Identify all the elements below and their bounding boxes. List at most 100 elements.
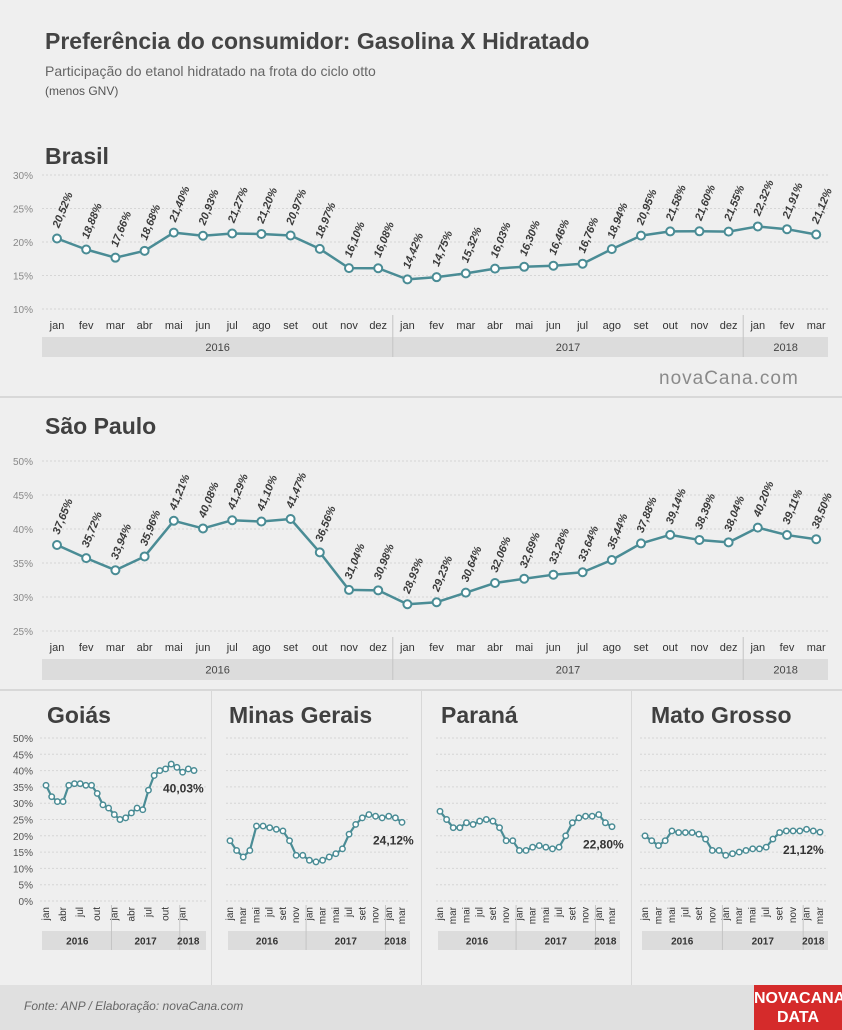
- sao-paulo-data-label: 30,98%: [372, 542, 397, 581]
- minas-gerais-month-label: set: [357, 907, 368, 921]
- brasil-point: [285, 230, 296, 241]
- parana-year-label: 2016: [466, 937, 489, 948]
- goias-ytick: 15%: [13, 848, 33, 859]
- sao-paulo-point: [227, 515, 238, 526]
- goias-ytick: 50%: [13, 734, 33, 745]
- parana-year-label: 2018: [594, 937, 617, 948]
- goias-point: [93, 789, 101, 797]
- minas-gerais-year-label: 2018: [384, 937, 407, 948]
- brasil-point: [694, 226, 705, 237]
- parana-point: [502, 837, 510, 845]
- mato-grosso-point: [809, 827, 817, 835]
- goias-point: [156, 767, 164, 775]
- divider-sp-states: [0, 689, 842, 691]
- parana-point: [529, 843, 537, 851]
- parana-point: [469, 820, 477, 828]
- sao-paulo-data-label: 35,96%: [138, 508, 163, 547]
- mato-grosso-month-label: set: [775, 907, 786, 921]
- minas-gerais-month-label: jan: [304, 907, 315, 921]
- brasil-data-label: 18,97%: [313, 201, 338, 240]
- sao-paulo-data-label: 33,64%: [576, 524, 601, 563]
- parana-point: [515, 847, 523, 854]
- minas-gerais-month-label: set: [278, 907, 289, 921]
- sao-paulo-data-label: 32,69%: [518, 531, 543, 570]
- brasil-month-label: out: [312, 320, 327, 332]
- goias-ytick: 40%: [13, 767, 33, 778]
- parana-month-label: jul: [554, 907, 565, 918]
- sao-paulo-month-label: out: [663, 642, 678, 654]
- sao-paulo-point: [256, 516, 267, 527]
- brasil-data-label: 21,40%: [167, 184, 193, 224]
- minas-gerais-point: [332, 850, 340, 858]
- goias-point: [116, 816, 124, 823]
- goias-point: [76, 780, 84, 788]
- goias-ytick: 35%: [13, 783, 33, 794]
- sao-paulo-data-label: 38,04%: [722, 494, 747, 533]
- sao-paulo-month-label: mar: [807, 642, 826, 654]
- sao-paulo-month-label: mai: [165, 642, 183, 654]
- goias-point: [167, 760, 175, 768]
- brasil-point: [314, 243, 325, 254]
- minas-gerais-month-label: jan: [384, 907, 395, 921]
- minas-gerais-month-label: nov: [371, 907, 382, 923]
- minas-gerais-month-label: mar: [318, 906, 329, 924]
- parana-year-band: [438, 931, 620, 950]
- minas-gerais-point: [259, 822, 267, 830]
- sao-paulo-month-label: ago: [603, 642, 621, 654]
- page-note: (menos GNV): [45, 84, 119, 98]
- sao-paulo-data-label: 41,29%: [225, 472, 251, 512]
- mato-grosso-month-label: mar: [734, 906, 745, 924]
- sao-paulo-point: [52, 539, 62, 550]
- brasil-point: [344, 263, 354, 274]
- brasil-point: [139, 245, 150, 256]
- sao-paulo-month-label: jul: [226, 642, 238, 654]
- minas-gerais-point: [391, 814, 399, 822]
- sao-paulo-point: [285, 514, 296, 525]
- sao-paulo-month-label: jan: [399, 642, 415, 654]
- brasil-data-label: 14,42%: [401, 231, 426, 270]
- brasil-month-label: abr: [487, 320, 503, 332]
- minas-gerais-month-label: nov: [291, 907, 302, 923]
- parana-point: [542, 843, 550, 851]
- brasil-data-label: 14,75%: [430, 229, 455, 268]
- minas-gerais-point: [305, 856, 313, 864]
- goias-year-band: [42, 931, 206, 950]
- parana-point: [482, 816, 490, 823]
- parana-point: [588, 812, 596, 820]
- sao-paulo-point: [402, 599, 413, 610]
- brasil-title: Brasil: [45, 143, 109, 169]
- brasil-data-label: 20,93%: [196, 188, 222, 228]
- brasil-point: [490, 263, 500, 274]
- goias-ytick: 10%: [13, 864, 33, 875]
- minas-gerais-title: Minas Gerais: [229, 702, 373, 728]
- goias-point: [65, 781, 73, 789]
- brasil-point: [431, 272, 442, 283]
- minas-gerais-point: [319, 856, 327, 864]
- parana-point: [608, 823, 616, 831]
- mato-grosso-year-band: [642, 931, 828, 950]
- brasil-ytick: 25%: [13, 205, 33, 216]
- brasil-ytick: 20%: [13, 238, 33, 249]
- brasil-data-label: 20,52%: [50, 190, 76, 230]
- sao-paulo-month-label: jan: [749, 642, 765, 654]
- parana-title: Paraná: [441, 702, 518, 728]
- mato-grosso-point: [641, 832, 649, 840]
- brasil-point: [519, 261, 530, 272]
- brasil-data-label: 20,95%: [634, 187, 660, 227]
- mato-grosso-month-label: jan: [721, 907, 732, 921]
- brasil-month-label: abr: [137, 320, 153, 332]
- brasil-point: [548, 260, 559, 271]
- sao-paulo-month-label: nov: [691, 642, 709, 654]
- parana-month-label: mai: [461, 907, 472, 923]
- parana-month-label: set: [567, 907, 578, 921]
- sao-paulo-data-label: 36,56%: [313, 504, 338, 543]
- mato-grosso-point: [661, 837, 669, 845]
- sao-paulo-data-label: 38,50%: [810, 491, 835, 530]
- goias-month-label: out: [92, 907, 103, 921]
- parana-month-label: jan: [435, 907, 446, 921]
- source-note: Fonte: ANP / Elaboração: novaCana.com: [24, 999, 244, 1013]
- goias-ytick: 30%: [13, 799, 33, 810]
- sao-paulo-month-label: jul: [576, 642, 588, 654]
- brasil-month-label: jan: [49, 320, 65, 332]
- goias-year-label: 2018: [177, 937, 200, 948]
